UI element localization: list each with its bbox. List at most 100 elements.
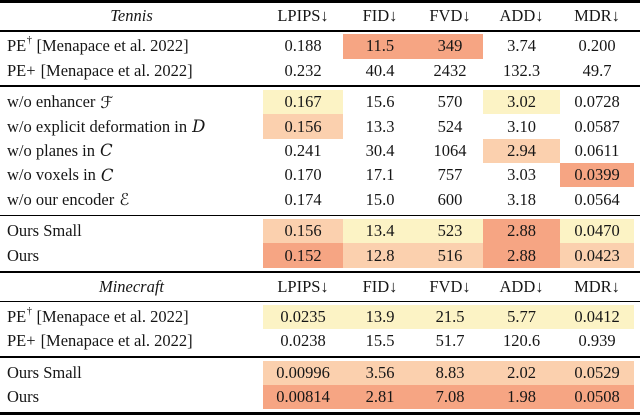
row-label-text: PE+: [7, 331, 36, 351]
value-cell: 3.03: [507, 165, 536, 185]
value-cell: 2.94: [483, 138, 560, 164]
table-row: w/o enhancer ℱ 0.167 15.6 570 3.02 0.0728: [0, 90, 640, 115]
section-header-row: Minecraft LPIPS↓ FID↓ FVD↓ ADD↓ MDR↓: [0, 273, 640, 301]
value-cell: 0.0470: [560, 219, 634, 244]
citation-text: [Menapace et al. 2022]: [36, 36, 189, 56]
value-cell: 0.0508: [560, 385, 634, 410]
row-label-text: PE: [7, 307, 27, 327]
row-group-ablations: w/o enhancer ℱ 0.167 15.6 570 3.02 0.0728 w/o e…: [0, 87, 640, 214]
value-cell: 0.0529: [560, 360, 634, 386]
column-header-mdr: MDR↓: [574, 6, 620, 26]
math-symbol: C: [100, 165, 114, 185]
table-row: PE+ [Menapace et al. 2022] 0.0238 15.5 51.7 1…: [0, 329, 640, 353]
table-row: PE † [Menapace et al. 2022] 0.188 11.5 349 3.7…: [0, 34, 640, 59]
math-symbol: C: [100, 141, 113, 161]
row-label: PE † [Menapace et al. 2022]: [7, 306, 189, 327]
table-row: w/o planes in C 0.241 30.4 1064 2.94 0.0611: [0, 138, 640, 164]
row-group-ours: Ours Small 0.00996 3.56 8.83 2.02 0.0529 Ours 0…: [0, 358, 640, 413]
value-cell: 0.152: [263, 243, 343, 268]
math-symbol: D: [192, 117, 206, 137]
row-label: Ours Small: [0, 219, 263, 243]
table-row: w/o voxels in C 0.170 17.1 757 3.03 0.0399: [0, 163, 640, 188]
horizontal-rule: [0, 85, 640, 88]
value-cell: 11.5: [343, 34, 417, 59]
value-cell: 3.10: [507, 116, 536, 136]
row-label-text: Ours: [7, 245, 40, 265]
table-row: Ours 0.152 12.8 516 2.88 0.0423: [0, 243, 640, 268]
value-cell: 516: [417, 243, 483, 268]
value-cell: 0.156: [263, 219, 343, 244]
value-cell: 0.00814: [263, 385, 343, 410]
row-label-text: w/o planes in: [7, 140, 95, 160]
value-cell: 7.08: [417, 385, 483, 410]
value-cell: 0.0238: [280, 331, 326, 351]
column-header-fvd: FVD↓: [429, 6, 471, 26]
row-label: w/o planes in C: [0, 139, 263, 163]
column-header-mdr: MDR↓: [574, 276, 620, 296]
row-label: PE+ [Menapace et al. 2022]: [0, 329, 263, 353]
value-cell: 0.939: [578, 331, 616, 351]
value-cell: 1.98: [483, 385, 560, 410]
row-label: w/o voxels in C: [0, 163, 263, 187]
table-row: w/o our encoder ℰ 0.174 15.0 600 3.18 0.0564: [0, 187, 640, 211]
value-cell: 0.0235: [263, 304, 343, 330]
citation-text: [Menapace et al. 2022]: [40, 331, 193, 351]
row-label-text: Ours Small: [7, 221, 82, 241]
value-cell: 5.77: [483, 304, 560, 330]
row-label: Ours Small: [0, 361, 263, 385]
math-symbol: ℰ: [119, 190, 130, 210]
column-header-add: ADD↓: [499, 276, 544, 296]
column-header-add: ADD↓: [499, 6, 544, 26]
value-cell: 13.3: [365, 116, 395, 136]
table-row: w/o explicit deformation in D 0.156 13.3 524…: [0, 114, 640, 139]
citation-text: [Menapace et al. 2022]: [40, 60, 193, 80]
row-group-baselines: PE † [Menapace et al. 2022] 0.0235 13.9 21.5 5…: [0, 302, 640, 356]
value-cell: 0.232: [284, 60, 322, 80]
horizontal-rule: [0, 270, 640, 274]
value-cell: 1064: [433, 140, 467, 160]
value-cell: 15.6: [365, 92, 395, 112]
value-cell: 2.88: [483, 219, 560, 244]
value-cell: 132.3: [502, 60, 541, 80]
value-cell: 3.74: [507, 36, 536, 56]
row-label-text: PE+: [7, 60, 36, 80]
value-cell: 0.0399: [560, 163, 634, 188]
row-label-text: Ours Small: [7, 362, 82, 382]
column-header-lpips: LPIPS↓: [277, 6, 329, 26]
row-label: Ours: [0, 243, 263, 267]
citation-text: [Menapace et al. 2022]: [36, 307, 189, 327]
value-cell: 15.5: [365, 331, 395, 351]
horizontal-rule: [0, 30, 640, 32]
table-row: Ours 0.00814 2.81 7.08 1.98 0.0508: [0, 385, 640, 410]
table-row: Ours Small 0.156 13.4 523 2.88 0.0470: [0, 219, 640, 244]
value-cell: 0.0423: [560, 243, 634, 268]
value-cell: 0.0728: [574, 92, 620, 112]
horizontal-rule: [0, 356, 640, 358]
value-cell: 0.200: [578, 36, 616, 56]
value-cell: 600: [437, 189, 463, 209]
row-label: w/o enhancer ℱ: [0, 90, 263, 114]
value-cell: 3.02: [483, 90, 560, 115]
value-cell: 15.0: [365, 189, 395, 209]
table-row: PE+ [Menapace et al. 2022] 0.232 40.4 2432 13…: [0, 59, 640, 83]
value-cell: 757: [437, 165, 463, 185]
value-cell: 51.7: [435, 331, 465, 351]
value-cell: 523: [417, 219, 483, 244]
value-cell: 0.241: [284, 140, 322, 160]
value-cell: 0.167: [263, 90, 343, 115]
value-cell: 12.8: [343, 243, 417, 268]
value-cell: 0.156: [263, 114, 343, 139]
row-label: PE+ [Menapace et al. 2022]: [0, 59, 263, 83]
horizontal-rule: [0, 412, 640, 415]
section-title-minecraft: Minecraft: [98, 276, 165, 296]
value-cell: 2432: [433, 60, 467, 80]
value-cell: 120.6: [502, 331, 541, 351]
row-label: w/o our encoder ℰ: [0, 187, 263, 211]
row-label-text: w/o our encoder: [7, 189, 115, 209]
value-cell: 349: [417, 34, 483, 59]
column-header-fid: FID↓: [362, 6, 398, 26]
column-header-lpips: LPIPS↓: [277, 276, 329, 296]
value-cell: 13.9: [343, 304, 417, 330]
